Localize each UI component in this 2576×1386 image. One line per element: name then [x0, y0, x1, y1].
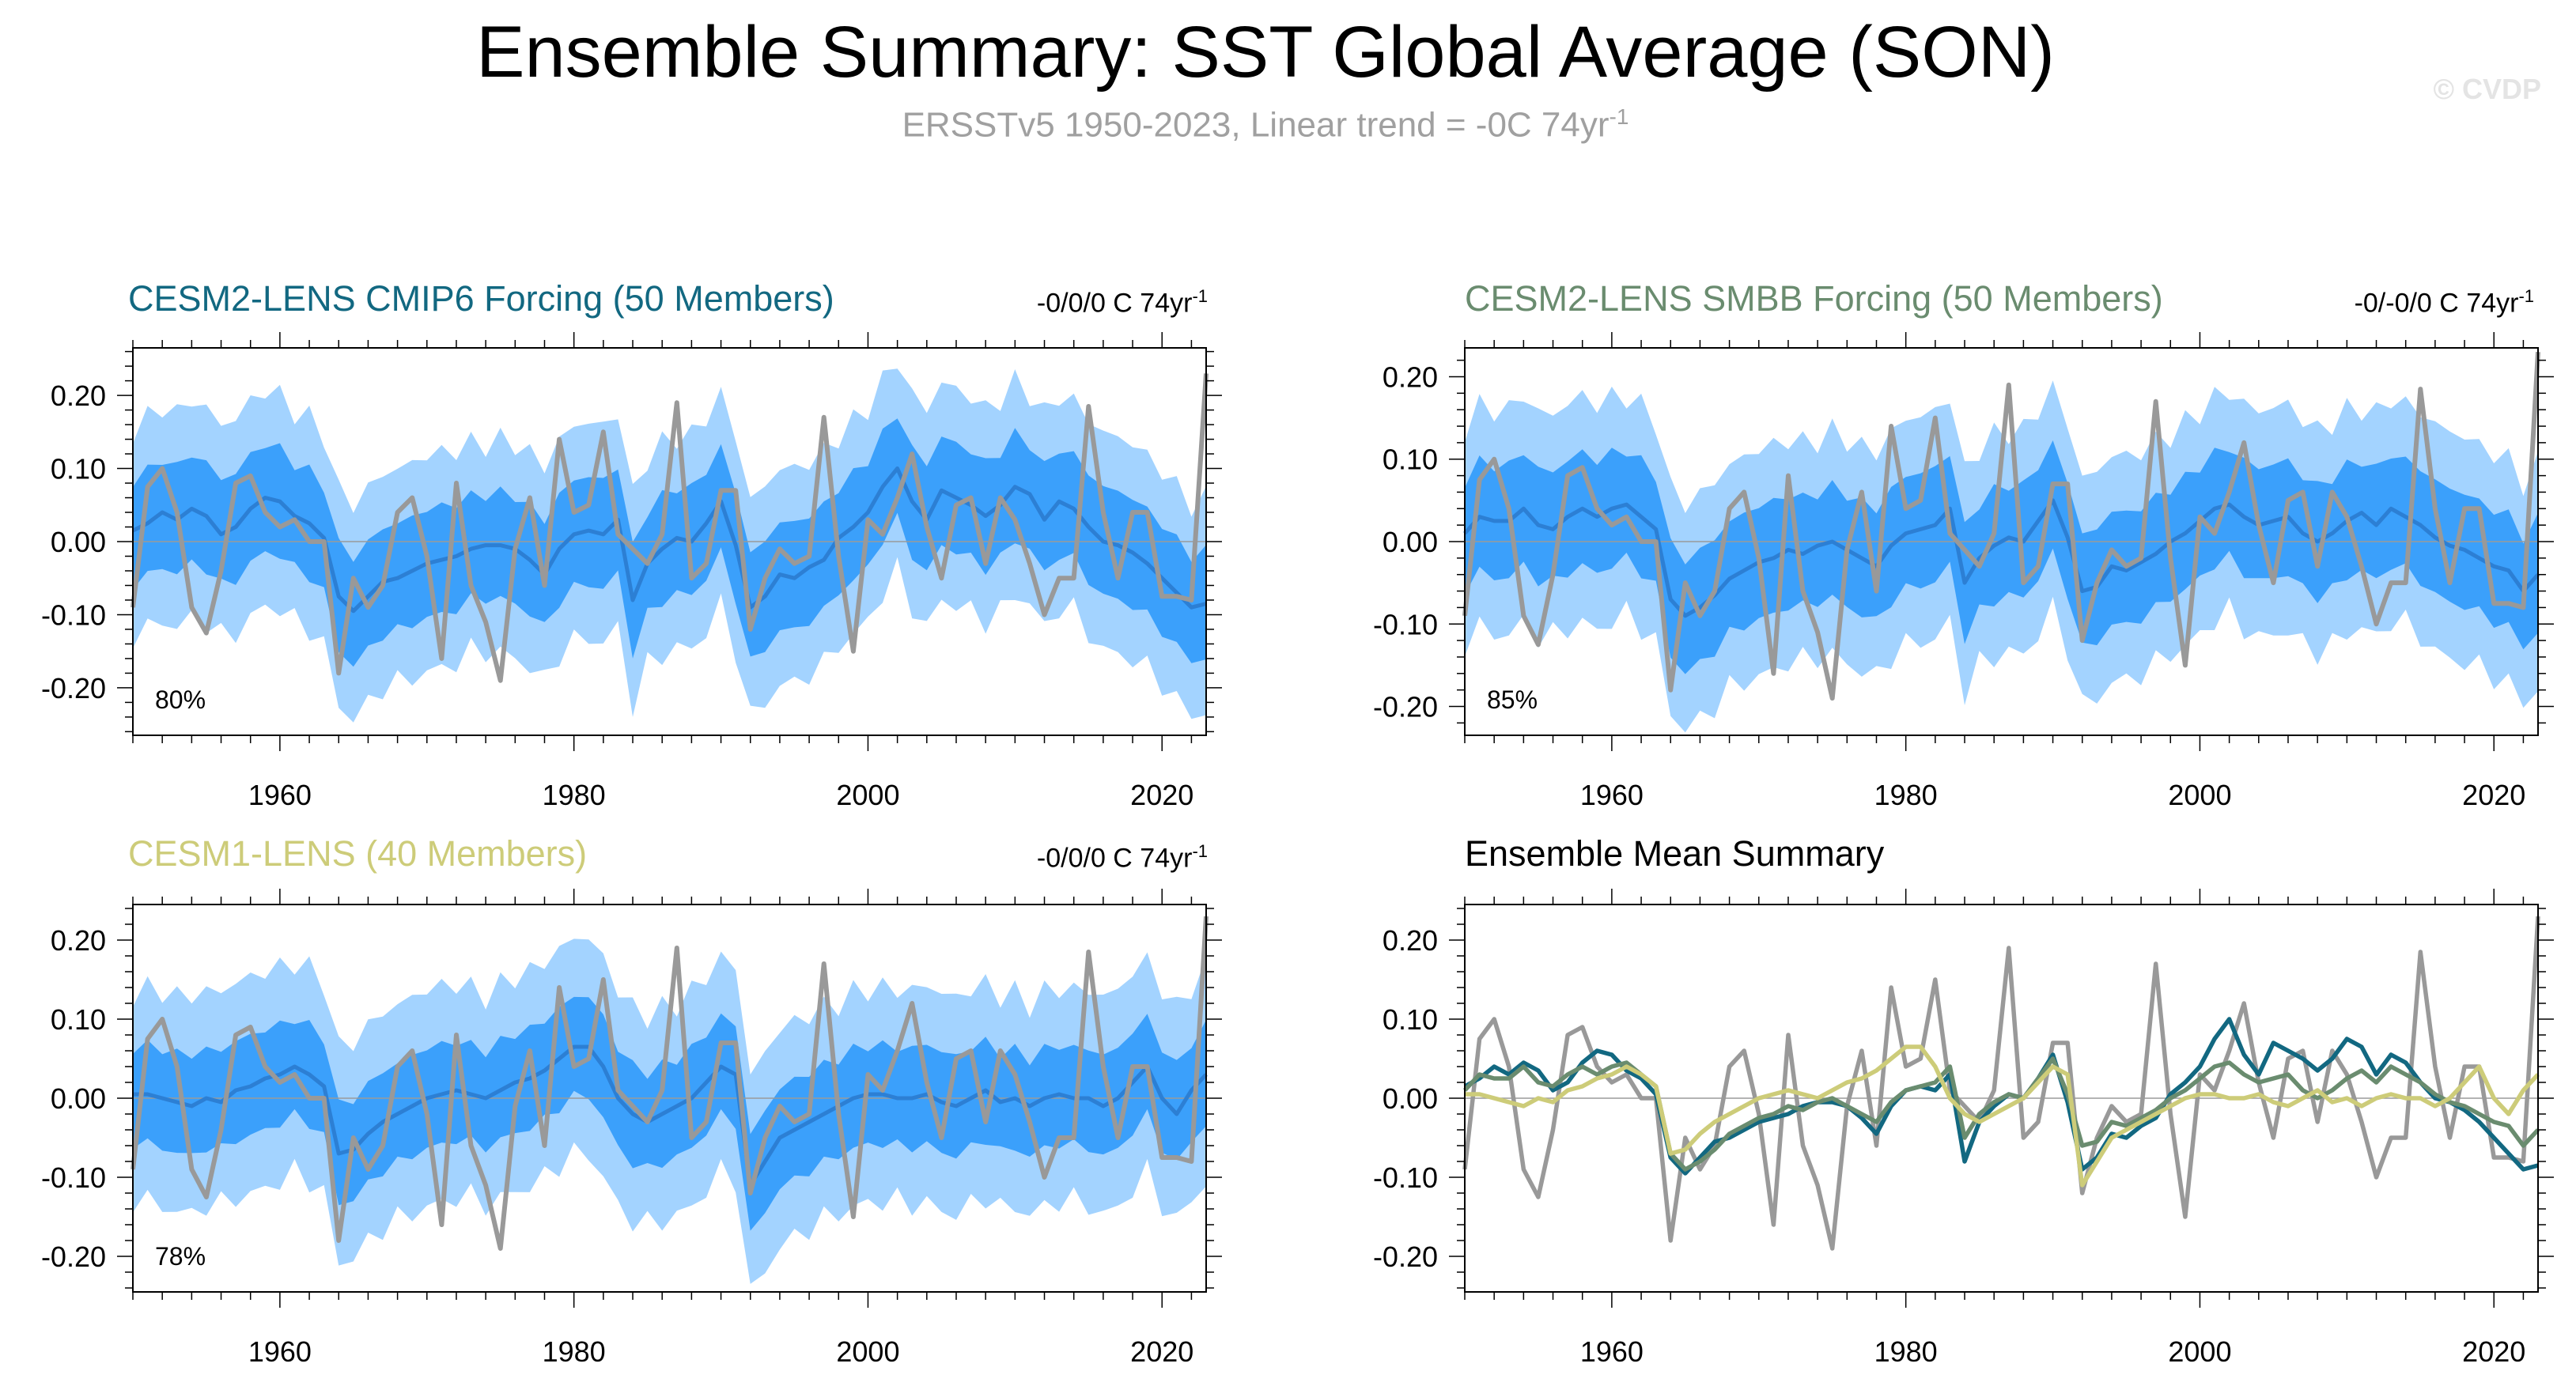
page-title: Ensemble Summary: SST Global Average (SO…	[476, 12, 2055, 93]
y-tick-label: 0.20	[1383, 924, 1438, 957]
x-tick-label: 2000	[2168, 779, 2231, 811]
panel-4-chart: -0.20 -0.10 0.00 0.10 0.20 1960 1980 2000 2020	[1373, 889, 2554, 1368]
x-tick-label: 2020	[2462, 779, 2525, 811]
band-inner-range	[133, 996, 1206, 1231]
panel-2-trend-exponent: -1	[2518, 286, 2534, 306]
panel-1-trend: -0/0/0 C 74yr-1	[1037, 286, 1208, 319]
y-tick-label: 0.20	[1383, 361, 1438, 393]
panel-1-trend-text: -0/0/0 C 74yr	[1036, 288, 1193, 319]
x-tick-label: 1960	[1580, 1335, 1644, 1368]
panel-3-trend-exponent: -1	[1192, 841, 1208, 861]
series-line-ensemble-mean	[133, 1044, 1208, 1188]
x-tick-label: 1960	[1580, 779, 1644, 811]
panel-4-title: Ensemble Mean Summary	[1465, 833, 1885, 874]
panel-3-trend: -0/0/0 C 74yr-1	[1037, 841, 1208, 874]
y-tick-label: 0.10	[1383, 444, 1438, 476]
x-tick-label: 1980	[543, 779, 606, 811]
panel-2-trend-text: -0/-0/0 C 74yr	[2354, 288, 2519, 319]
x-tick-label: 2020	[1130, 779, 1193, 811]
y-tick-label: -0.10	[1373, 608, 1438, 640]
y-tick-label: -0.20	[41, 672, 106, 704]
y-tick-label: 0.10	[51, 1003, 106, 1036]
x-tick-label: 1980	[543, 1335, 606, 1368]
x-tick-label: 2000	[836, 779, 899, 811]
cvdp-watermark: © CVDP	[2433, 73, 2541, 105]
series-line-ersstv5-observations	[1462, 916, 2540, 1251]
series-line-ensemble-mean	[1463, 498, 2540, 618]
y-tick-label: 0.00	[1383, 1082, 1438, 1115]
y-tick-label: 0.00	[1383, 526, 1438, 558]
x-tick-label: 1960	[248, 779, 312, 811]
panel-3-trend-text: -0/0/0 C 74yr	[1036, 843, 1193, 874]
y-tick-label: 0.10	[51, 453, 106, 485]
series-line-ersstv5-observations	[131, 373, 1209, 683]
y-tick-label: 0.10	[1383, 1003, 1438, 1036]
panel-3-chart: -0.20 -0.10 0.00 0.10 0.20 1960 1980 2000 2020 78…	[41, 889, 1222, 1368]
y-tick-label: -0.20	[1373, 1241, 1438, 1273]
percent-annotation: 80%	[155, 685, 206, 714]
y-tick-label: 0.00	[51, 1082, 106, 1115]
x-tick-label: 1980	[1874, 1335, 1938, 1368]
percent-annotation: 85%	[1487, 685, 1538, 714]
panel-1-chart: -0.20 -0.10 0.00 0.10 0.20 1960 1980 2000 2020 80…	[41, 332, 1222, 811]
y-tick-label: 0.20	[51, 380, 106, 412]
y-tick-label: -0.10	[1373, 1161, 1438, 1194]
y-tick-label: -0.20	[41, 1241, 106, 1273]
x-tick-label: 1960	[248, 1335, 312, 1368]
y-tick-label: -0.10	[41, 1161, 106, 1194]
series-line-ensemble-mean	[131, 466, 1207, 614]
x-tick-label: 1980	[1874, 779, 1938, 811]
y-tick-label: -0.20	[1373, 691, 1438, 723]
panel-1-title: CESM2-LENS CMIP6 Forcing (50 Members)	[128, 278, 834, 319]
y-tick-label: -0.10	[41, 599, 106, 631]
series-line-ersstv5-observations	[1462, 352, 2540, 701]
panel-2-trend: -0/-0/0 C 74yr-1	[2355, 286, 2534, 319]
x-tick-label: 2020	[2462, 1335, 2525, 1368]
x-tick-label: 2000	[836, 1335, 899, 1368]
band-inner-range	[1465, 440, 2538, 674]
y-tick-label: 0.20	[51, 924, 106, 957]
panel-2-title: CESM2-LENS SMBB Forcing (50 Members)	[1465, 278, 2163, 319]
x-tick-label: 2020	[1130, 1335, 1193, 1368]
series-line-cesm1-lens	[1465, 1044, 2540, 1188]
y-tick-label: 0.00	[51, 526, 106, 558]
panel-3-title: CESM1-LENS (40 Members)	[128, 833, 588, 874]
page-subtitle: ERSSTv5 1950-2023, Linear trend = -0C 74…	[0, 104, 2531, 145]
percent-annotation: 78%	[155, 1242, 206, 1271]
panel-1-trend-exponent: -1	[1192, 286, 1208, 306]
panel-2-chart: -0.20 -0.10 0.00 0.10 0.20 1960 1980 2000 2020 85…	[1373, 332, 2554, 811]
subtitle-text: ERSSTv5 1950-2023, Linear trend = -0C 74…	[902, 105, 1610, 145]
subtitle-exponent: -1	[1609, 104, 1629, 129]
series-line-ersstv5-observations	[131, 916, 1209, 1251]
x-tick-label: 2000	[2168, 1335, 2231, 1368]
